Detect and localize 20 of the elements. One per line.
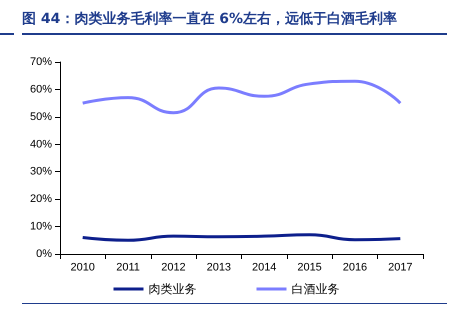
- chart-title: 图 44：肉类业务毛利率一直在 6%左右，远低于白酒毛利率: [22, 10, 398, 29]
- x-tick-label: 2013: [206, 262, 232, 274]
- x-tick-label: 2017: [388, 262, 413, 274]
- y-tick-label: 60%: [30, 83, 52, 96]
- x-tick-label: 2011: [116, 262, 140, 274]
- y-tick-label: 20%: [30, 193, 52, 206]
- y-tick-label: 10%: [30, 220, 52, 233]
- y-tick-label: 50%: [30, 110, 52, 123]
- y-tick-label: 70%: [30, 56, 52, 68]
- legend-label: 白酒业务: [292, 282, 340, 296]
- x-tick-label: 2015: [297, 262, 322, 274]
- x-tick-label: 2010: [70, 262, 95, 274]
- y-tick-label: 30%: [30, 166, 52, 178]
- legend-label: 肉类业务: [148, 282, 196, 296]
- x-tick-label: 2016: [342, 262, 368, 274]
- x-tick-label: 2014: [252, 262, 276, 274]
- line-series: [81, 80, 402, 114]
- y-tick-label: 0%: [36, 248, 52, 260]
- y-tick-label: 40%: [30, 138, 52, 150]
- x-tick-label: 2012: [161, 262, 186, 274]
